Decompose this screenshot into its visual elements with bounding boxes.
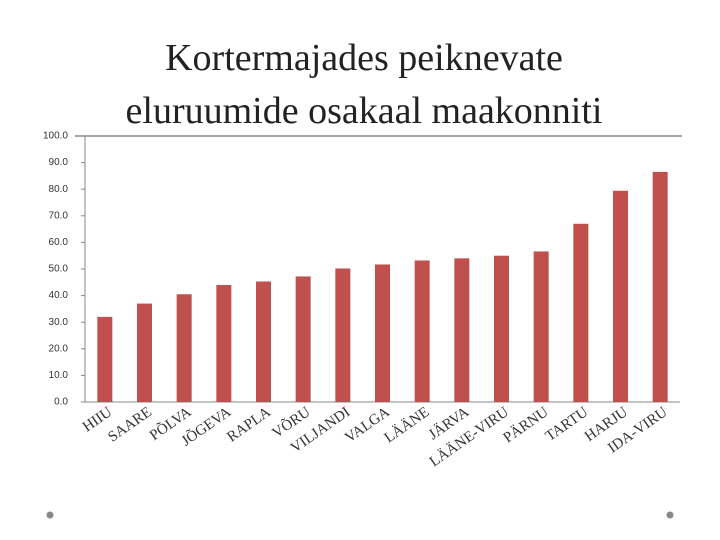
bar [176, 294, 192, 402]
x-tick-label: PÄRNU [500, 403, 552, 446]
y-tick-label: 10.0 [49, 370, 69, 381]
chart-title: Kortermajades peiknevate [165, 37, 563, 79]
bar [375, 264, 390, 402]
bar [137, 303, 152, 402]
bar [414, 260, 430, 402]
y-tick-label: 40.0 [49, 290, 69, 301]
bar [97, 316, 113, 402]
y-tick-label: 0.0 [54, 397, 68, 408]
decoration-dot [46, 511, 54, 519]
y-tick-label: 20.0 [49, 343, 69, 354]
bar [533, 251, 549, 402]
x-tick-label: TARTU [543, 404, 592, 445]
bar [613, 190, 628, 402]
bar [454, 258, 470, 402]
x-tick-label: LÄÄNE [381, 403, 432, 446]
y-tick-label: 60.0 [49, 237, 69, 248]
y-tick-label: 70.0 [49, 210, 69, 221]
y-tick-label: 90.0 [49, 157, 69, 168]
x-tick-label: RAPLA [224, 404, 274, 445]
y-tick-label: 50.0 [49, 264, 69, 275]
chart-title: eluruumide osakaal maakonniti [126, 90, 603, 132]
bar [256, 281, 271, 402]
bar [652, 171, 668, 402]
y-tick-label: 80.0 [49, 184, 69, 195]
bar [573, 223, 589, 402]
bar [295, 276, 311, 402]
y-tick-label: 30.0 [49, 317, 69, 328]
decoration-dot [666, 511, 674, 519]
y-tick-label: 100.0 [43, 131, 68, 142]
bar [335, 268, 351, 402]
x-tick-label: SAARE [105, 404, 154, 445]
bar [216, 284, 232, 402]
bar [494, 255, 509, 402]
